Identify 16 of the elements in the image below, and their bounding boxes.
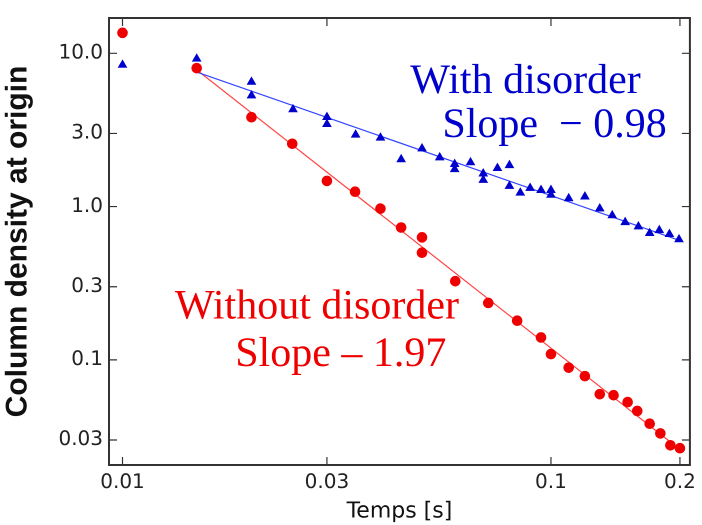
x-tick-label: 0.1 [535,469,567,494]
y-tick-label: 0.1 [71,346,103,370]
y-tick-label: 10.0 [58,40,103,64]
x-tick-label: 0.2 [664,469,696,494]
annotation: With disorder [410,56,641,103]
y-tick-label: 0.03 [58,426,103,450]
x-axis-title: Temps [s] [346,498,452,524]
annotation: Without disorder [174,282,460,329]
x-tick-label: 0.01 [100,469,145,494]
x-tick-label: 0.03 [304,469,350,494]
annotation: Slope – 1.97 [235,330,446,376]
y-tick-label: 3.0 [71,120,103,144]
y-axis-title: Column density at origin [0,66,34,418]
annotation: Slope − 0.98 [442,101,667,148]
y-tick-label: 1.0 [71,192,103,217]
y-tick-label: 0.3 [71,272,103,297]
